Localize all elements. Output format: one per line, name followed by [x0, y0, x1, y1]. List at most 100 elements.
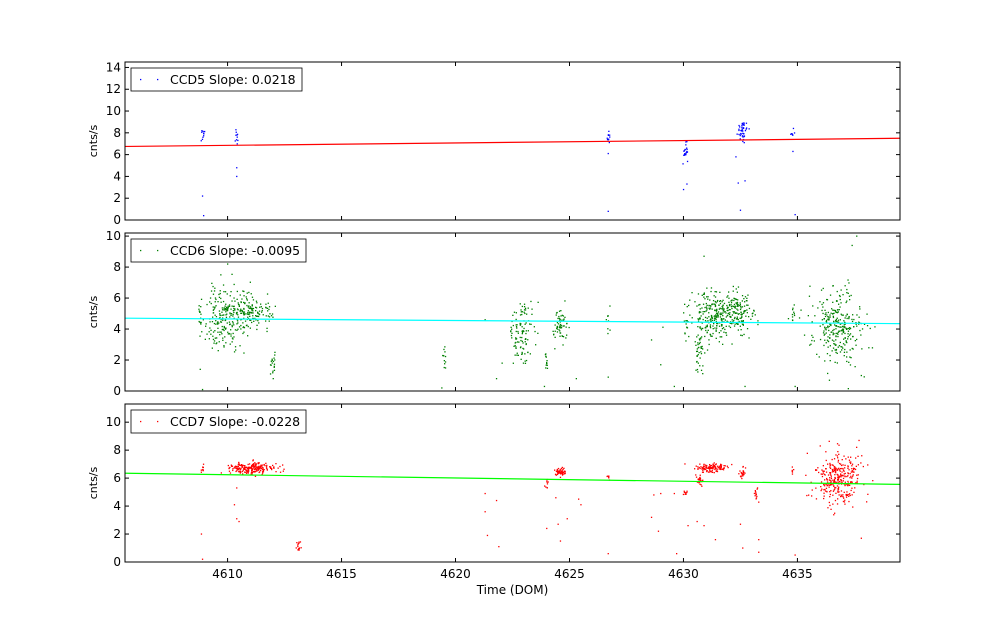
- data-point: [713, 319, 716, 321]
- data-point: [520, 339, 522, 342]
- data-point: [832, 329, 834, 332]
- data-point: [828, 325, 830, 328]
- data-point: [838, 303, 840, 305]
- data-point: [837, 474, 839, 476]
- data-point: [695, 369, 697, 371]
- data-point: [221, 311, 223, 313]
- data-point: [709, 469, 711, 471]
- y-tick-label: 10: [106, 104, 121, 118]
- data-point: [515, 347, 517, 349]
- data-point: [684, 332, 686, 334]
- data-point: [233, 324, 235, 326]
- data-point: [520, 323, 522, 325]
- data-point: [257, 315, 260, 318]
- data-point: [722, 299, 724, 301]
- data-point: [824, 360, 826, 362]
- data-point: [792, 307, 794, 309]
- data-point: [860, 537, 862, 539]
- data-point: [225, 314, 227, 316]
- data-point: [702, 479, 704, 481]
- data-point: [242, 290, 244, 292]
- data-point: [223, 325, 225, 328]
- data-point: [247, 335, 249, 337]
- data-point: [848, 493, 850, 496]
- fit-line: [125, 472, 900, 485]
- data-point: [832, 313, 834, 315]
- data-point: [714, 327, 716, 329]
- data-point: [251, 321, 253, 324]
- data-point: [546, 527, 548, 530]
- data-point: [712, 466, 714, 468]
- data-point: [251, 464, 253, 467]
- data-point: [298, 541, 300, 543]
- data-point: [793, 469, 795, 471]
- data-point: [754, 495, 756, 497]
- data-point: [557, 471, 559, 474]
- data-point: [741, 313, 743, 315]
- data-point: [734, 305, 736, 307]
- data-point: [262, 314, 264, 316]
- data-point: [529, 323, 531, 325]
- data-point: [832, 469, 834, 472]
- data-point: [837, 475, 839, 477]
- data-point: [220, 472, 222, 474]
- data-point: [709, 327, 712, 329]
- data-point: [230, 313, 233, 315]
- data-point: [685, 340, 687, 342]
- data-point: [560, 327, 562, 329]
- data-point: [233, 297, 235, 299]
- data-point: [712, 300, 715, 302]
- data-point: [204, 338, 206, 340]
- data-point: [607, 320, 610, 322]
- data-point: [859, 306, 861, 308]
- data-point: [706, 317, 708, 319]
- data-point: [525, 359, 528, 362]
- data-point: [236, 167, 238, 169]
- data-point: [722, 467, 725, 469]
- data-point: [233, 307, 235, 310]
- data-point: [715, 337, 717, 339]
- data-point: [790, 133, 792, 135]
- data-point: [691, 317, 693, 319]
- data-point: [244, 467, 246, 469]
- data-point: [746, 309, 748, 311]
- data-point: [695, 344, 697, 346]
- data-point: [743, 122, 745, 124]
- data-point: [201, 131, 203, 133]
- data-point: [807, 315, 809, 317]
- data-point: [236, 290, 238, 293]
- data-point: [794, 554, 796, 556]
- data-point: [839, 323, 841, 325]
- data-point: [271, 358, 273, 360]
- data-point: [234, 329, 237, 331]
- data-point: [815, 487, 817, 489]
- data-point: [228, 470, 231, 472]
- data-point: [827, 336, 829, 338]
- y-axis-label: cnts/s: [87, 466, 100, 499]
- data-point: [860, 334, 862, 336]
- plot-frame: [124, 61, 901, 221]
- data-point: [728, 325, 730, 327]
- data-point: [515, 346, 517, 348]
- data-point: [854, 468, 857, 471]
- data-point: [728, 303, 731, 306]
- data-point: [557, 472, 559, 475]
- data-point: [748, 337, 750, 339]
- data-point: [717, 299, 719, 302]
- data-point: [216, 342, 218, 344]
- data-point: [239, 309, 241, 312]
- data-point: [826, 339, 829, 341]
- data-point: [836, 311, 838, 313]
- data-point: [851, 487, 853, 489]
- data-point: [848, 282, 850, 284]
- data-point: [869, 327, 871, 330]
- data-point: [739, 126, 741, 128]
- data-point: [248, 305, 250, 307]
- data-point: [262, 469, 264, 472]
- data-point: [609, 136, 611, 138]
- data-point: [706, 307, 708, 309]
- data-point: [827, 474, 830, 476]
- data-point: [791, 473, 794, 475]
- data-point: [743, 124, 745, 126]
- data-point: [219, 334, 221, 336]
